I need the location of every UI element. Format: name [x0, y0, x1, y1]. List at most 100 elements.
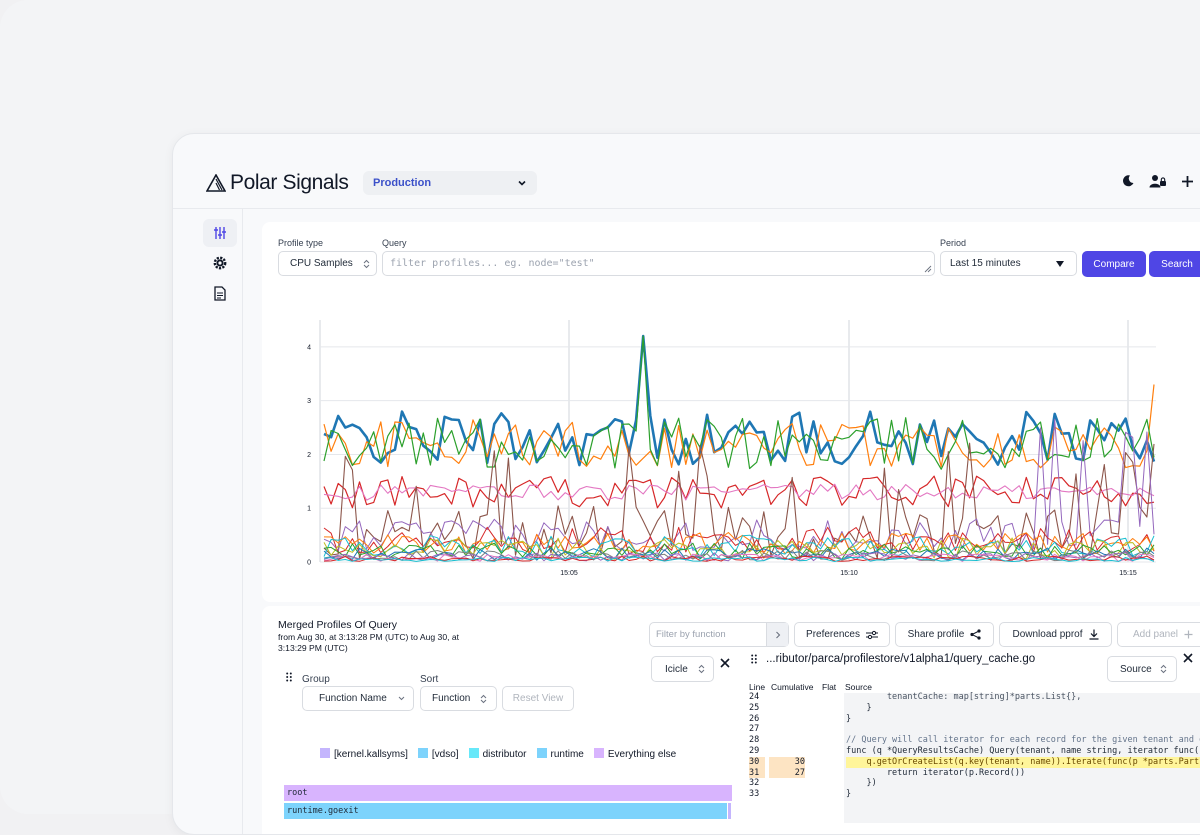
plus-icon[interactable] — [1181, 175, 1194, 188]
drag-handle-icon[interactable] — [751, 654, 757, 664]
source-line[interactable]: 30 30 q.getOrCreateList(q.key(tenant, nam… — [749, 756, 1200, 768]
line-number: 30 — [749, 756, 765, 768]
group-value: Function Name — [319, 693, 387, 704]
cumulative-value: 30 — [769, 756, 805, 768]
source-text: func (q *QueryResultsCache) Query(tenant… — [846, 745, 1200, 756]
updown-chevron-icon — [698, 664, 705, 674]
profile-type-label: Profile type — [278, 238, 324, 248]
chevron-right-icon — [775, 631, 780, 638]
flame-frame-goexit[interactable]: runtime.goexit — [284, 803, 727, 819]
share-profile-label: Share profile — [907, 629, 965, 640]
line-number: 32 — [749, 778, 760, 789]
series-line — [323, 418, 1155, 552]
flamegraph-panel: Group Function Name Sort Function Reset … — [262, 656, 742, 834]
legend-swatch — [468, 748, 479, 758]
profile-type-select[interactable]: CPU Samples — [278, 251, 377, 276]
source-line[interactable]: 25 } — [749, 703, 1200, 714]
query-input[interactable]: filter profiles... eg. node="test" — [382, 251, 935, 276]
sidebar — [173, 209, 243, 834]
cumulative-value: 27 — [769, 767, 805, 779]
plus-icon — [1184, 630, 1193, 639]
polar-signals-logo-icon — [206, 174, 226, 192]
x-tick-label: 15:10 — [840, 570, 858, 577]
profile-time-range: from Aug 30, at 3:13:28 PM (UTC) to Aug … — [278, 632, 459, 654]
col-cumulative: Cumulative — [771, 682, 814, 692]
preferences-label: Preferences — [806, 629, 860, 640]
sidebar-item-explorer[interactable] — [203, 219, 237, 247]
period-label: Period — [940, 238, 967, 248]
y-tick-label: 2 — [307, 452, 311, 459]
download-pprof-label: Download pprof — [1012, 629, 1083, 640]
share-profile-button[interactable]: Share profile — [895, 622, 994, 647]
function-filter-input[interactable]: Filter by function — [649, 622, 789, 647]
series-line — [323, 555, 1155, 562]
function-filter-placeholder: Filter by function — [656, 629, 726, 640]
y-tick-label: 0 — [307, 560, 311, 567]
filter-submit-button[interactable] — [766, 623, 788, 646]
legend-item[interactable]: distributor — [468, 748, 527, 760]
flame-frame-root[interactable]: root — [284, 785, 732, 801]
source-line[interactable]: 28 // Query will call iterator for each r… — [749, 735, 1200, 746]
flame-frame-small[interactable] — [728, 803, 731, 819]
source-line[interactable]: 33} — [749, 789, 1200, 800]
close-panel-icon[interactable] — [720, 658, 730, 668]
download-pprof-button[interactable]: Download pprof — [999, 622, 1112, 647]
search-button[interactable]: Search — [1149, 251, 1200, 277]
source-view-select[interactable]: Source — [1107, 656, 1177, 682]
legend-label: [kernel.kallsyms] — [334, 749, 408, 760]
group-select[interactable]: Function Name — [302, 686, 414, 711]
series-line — [323, 384, 1155, 469]
visualization-select[interactable]: Icicle — [651, 656, 714, 682]
source-line[interactable]: 31 27 return iterator(p.Record()) — [749, 767, 1200, 779]
sliders-icon — [214, 227, 226, 239]
profile-range-line-2: 3:13:29 PM (UTC) — [278, 643, 348, 653]
source-line[interactable]: 26} — [749, 714, 1200, 725]
reset-view-button[interactable]: Reset View — [502, 686, 574, 711]
legend-swatch — [593, 748, 604, 758]
legend-swatch — [536, 748, 547, 758]
sidebar-item-settings[interactable] — [203, 249, 237, 277]
source-line[interactable]: 27 — [749, 724, 1200, 735]
preferences-button[interactable]: Preferences — [794, 622, 890, 647]
series-line — [323, 475, 1155, 509]
source-line[interactable]: 24 tenantCache: map[string]*parts.List{}… — [749, 692, 1200, 703]
metrics-chart[interactable]: 15:05 15:10 15:15 0 1 2 3 4 — [262, 310, 1200, 590]
document-icon — [214, 285, 226, 301]
caret-down-icon — [1056, 260, 1064, 267]
flamegraph-legend: [kernel.kallsyms] [vdso] distributor run… — [320, 748, 676, 760]
moon-icon[interactable] — [1121, 174, 1135, 188]
line-number: 26 — [749, 713, 760, 724]
add-panel-button[interactable]: Add panel — [1117, 622, 1200, 647]
compare-button[interactable]: Compare — [1082, 251, 1146, 277]
series-line — [323, 532, 1155, 554]
project-selector[interactable]: Production — [363, 171, 537, 195]
line-number: 25 — [749, 702, 760, 713]
source-text: q.getOrCreateList(q.key(tenant, name)).I… — [846, 756, 1200, 768]
source-text: return iterator(p.Record()) — [846, 767, 1026, 778]
y-tick-label: 4 — [307, 344, 311, 351]
legend-item[interactable]: [vdso] — [417, 748, 459, 760]
legend-item[interactable]: [kernel.kallsyms] — [320, 748, 408, 760]
share-icon — [970, 629, 981, 640]
add-panel-label: Add panel — [1132, 629, 1179, 640]
resize-handle-icon — [924, 265, 932, 273]
drag-handle-icon[interactable] — [286, 672, 292, 682]
user-lock-icon[interactable] — [1149, 174, 1167, 188]
period-select[interactable]: Last 15 minutes — [940, 251, 1077, 276]
brand-logo[interactable]: Polar Signals — [206, 171, 349, 195]
legend-label: distributor — [482, 749, 527, 760]
source-line[interactable]: 32 }) — [749, 778, 1200, 789]
close-panel-icon[interactable] — [1183, 653, 1193, 663]
legend-item[interactable]: runtime — [536, 748, 584, 760]
sidebar-item-docs[interactable] — [203, 279, 237, 307]
legend-item[interactable]: Everything else — [593, 748, 677, 760]
chevron-down-icon — [398, 696, 405, 701]
line-number: 33 — [749, 789, 760, 800]
source-line[interactable]: 29 func (q *QueryResultsCache) Query(tena… — [749, 746, 1200, 757]
legend-label: Everything else — [607, 749, 677, 760]
series-line — [323, 549, 1155, 562]
source-text: }) — [846, 778, 877, 789]
profile-panel: Merged Profiles Of Query from Aug 30, at… — [262, 606, 1200, 834]
series-line — [323, 556, 1155, 562]
sort-select[interactable]: Function — [420, 686, 497, 711]
